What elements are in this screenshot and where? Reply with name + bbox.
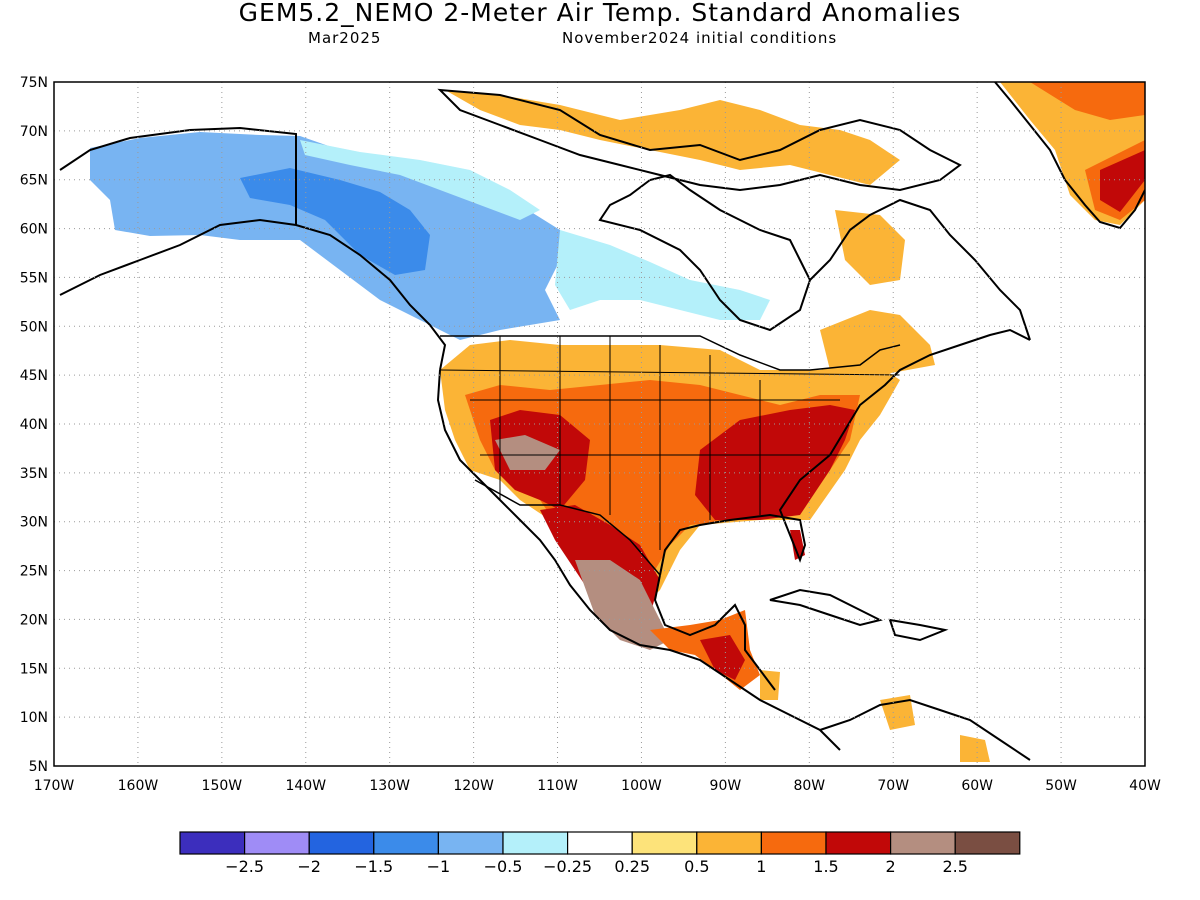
colorbar-swatch: [631, 831, 698, 855]
lon-label: 90W: [710, 778, 742, 794]
colorbar-swatch: [437, 831, 504, 855]
gulf-coast: [659, 328, 1031, 576]
colorbar-label: 1: [756, 857, 766, 876]
lon-label: 150W: [202, 778, 243, 794]
colorbar-label: 2.5: [942, 857, 967, 876]
lat-label: 60N: [20, 222, 48, 238]
alaska-coast: [59, 126, 447, 371]
southeast-very-warm: [695, 405, 855, 520]
colorbar-label: −1.5: [354, 857, 393, 876]
colorbar-label: 1.5: [813, 857, 838, 876]
colorbar-swatch: [502, 831, 569, 855]
lon-label: 60W: [961, 778, 993, 794]
colorbar-label: 2: [886, 857, 896, 876]
lat-label: 15N: [20, 661, 48, 677]
colorbar-swatch: [889, 831, 956, 855]
colorbar-swatch: [696, 831, 762, 855]
hudson-cool-region: [555, 230, 770, 320]
initial-conditions: November2024 initial conditions: [562, 29, 838, 47]
forecast-month: Mar2025: [308, 29, 382, 47]
lat-label: 25N: [20, 564, 48, 580]
caribbean-mild-warm: [760, 670, 990, 762]
alaska-cold-region: [90, 132, 560, 340]
cuba-coast: [769, 588, 949, 642]
colorbar-label: 0.5: [684, 857, 709, 876]
lon-label: 80W: [793, 778, 825, 794]
colorbar-swatch: [373, 831, 439, 855]
gridlines: [54, 82, 1145, 766]
colorbar-label: −2: [297, 857, 321, 876]
plot-frame: [53, 81, 1146, 767]
colorbar-swatch: [760, 831, 827, 855]
lon-label: 140W: [285, 778, 326, 794]
lon-label: 120W: [453, 778, 494, 794]
florida-warm: [790, 530, 805, 560]
central-america-hot: [700, 635, 745, 680]
lat-label: 5N: [29, 759, 48, 775]
state-lines: [439, 336, 901, 550]
lat-label: 50N: [20, 319, 48, 335]
anomaly-shading: [90, 82, 1145, 762]
colorbar-swatch: [566, 831, 633, 855]
lat-label: 30N: [20, 515, 48, 531]
lon-label: 110W: [537, 778, 578, 794]
lon-label: 160W: [118, 778, 159, 794]
lat-label: 20N: [20, 612, 48, 628]
colorbar-label: −0.5: [484, 857, 523, 876]
south-america-coast: [819, 698, 1031, 761]
lon-label: 170W: [34, 778, 75, 794]
labrador-warm-patch: [835, 210, 905, 285]
lon-label: 50W: [1045, 778, 1077, 794]
lon-label: 70W: [877, 778, 909, 794]
colorbar: −2.5 −2 −1.5 −1 −0.5 −0.25 0.25 0.5 1 1.5 2 2.5: [179, 831, 1021, 876]
colorbar-label: −0.25: [543, 857, 592, 876]
colorbar-swatch: [308, 831, 375, 855]
lat-label: 45N: [20, 368, 48, 384]
longitude-labels: 170W 160W 150W 140W 130W 120W 110W 100W 90W 80W 70…: [34, 778, 1161, 794]
quebec-warm-patch: [820, 310, 935, 375]
arctic-warm-patches: [445, 90, 900, 185]
map-title: GEM5.2_NEMO 2-Meter Air Temp. Standard A…: [238, 0, 962, 27]
lat-label: 75N: [20, 75, 48, 91]
lat-label: 35N: [20, 466, 48, 482]
colorbar-label: −2.5: [225, 857, 264, 876]
colorbar-swatch: [954, 831, 1021, 855]
yukon-colder-region: [240, 168, 430, 275]
colorbar-label: 0.25: [614, 857, 650, 876]
colorbar-swatch: [825, 831, 892, 855]
lon-label: 130W: [369, 778, 410, 794]
lat-label: 70N: [20, 124, 48, 140]
colorbar-swatch: [179, 831, 246, 855]
lat-label: 55N: [20, 270, 48, 286]
colorbar-swatch: [244, 831, 310, 855]
lat-label: 40N: [20, 417, 48, 433]
greenland-very-warm: [1100, 150, 1145, 212]
us-mexico-border: [474, 479, 661, 576]
colorbar-label: −1: [427, 857, 451, 876]
lon-label: 40W: [1129, 778, 1161, 794]
west-coast: [436, 369, 841, 751]
lat-label: 65N: [20, 173, 48, 189]
borders: [439, 335, 901, 576]
us-canada-border: [440, 335, 901, 371]
lon-label: 100W: [621, 778, 662, 794]
latitude-labels: 75N 70N 65N 60N 55N 50N 45N 40N 35N 30N 25N 20N 15N 1…: [20, 75, 48, 775]
yucatan-coast: [653, 574, 776, 691]
lat-label: 10N: [20, 710, 48, 726]
mexico-extreme-warm: [495, 435, 670, 650]
greenland-coast: [994, 82, 1145, 230]
labrador-coast: [809, 198, 1031, 341]
